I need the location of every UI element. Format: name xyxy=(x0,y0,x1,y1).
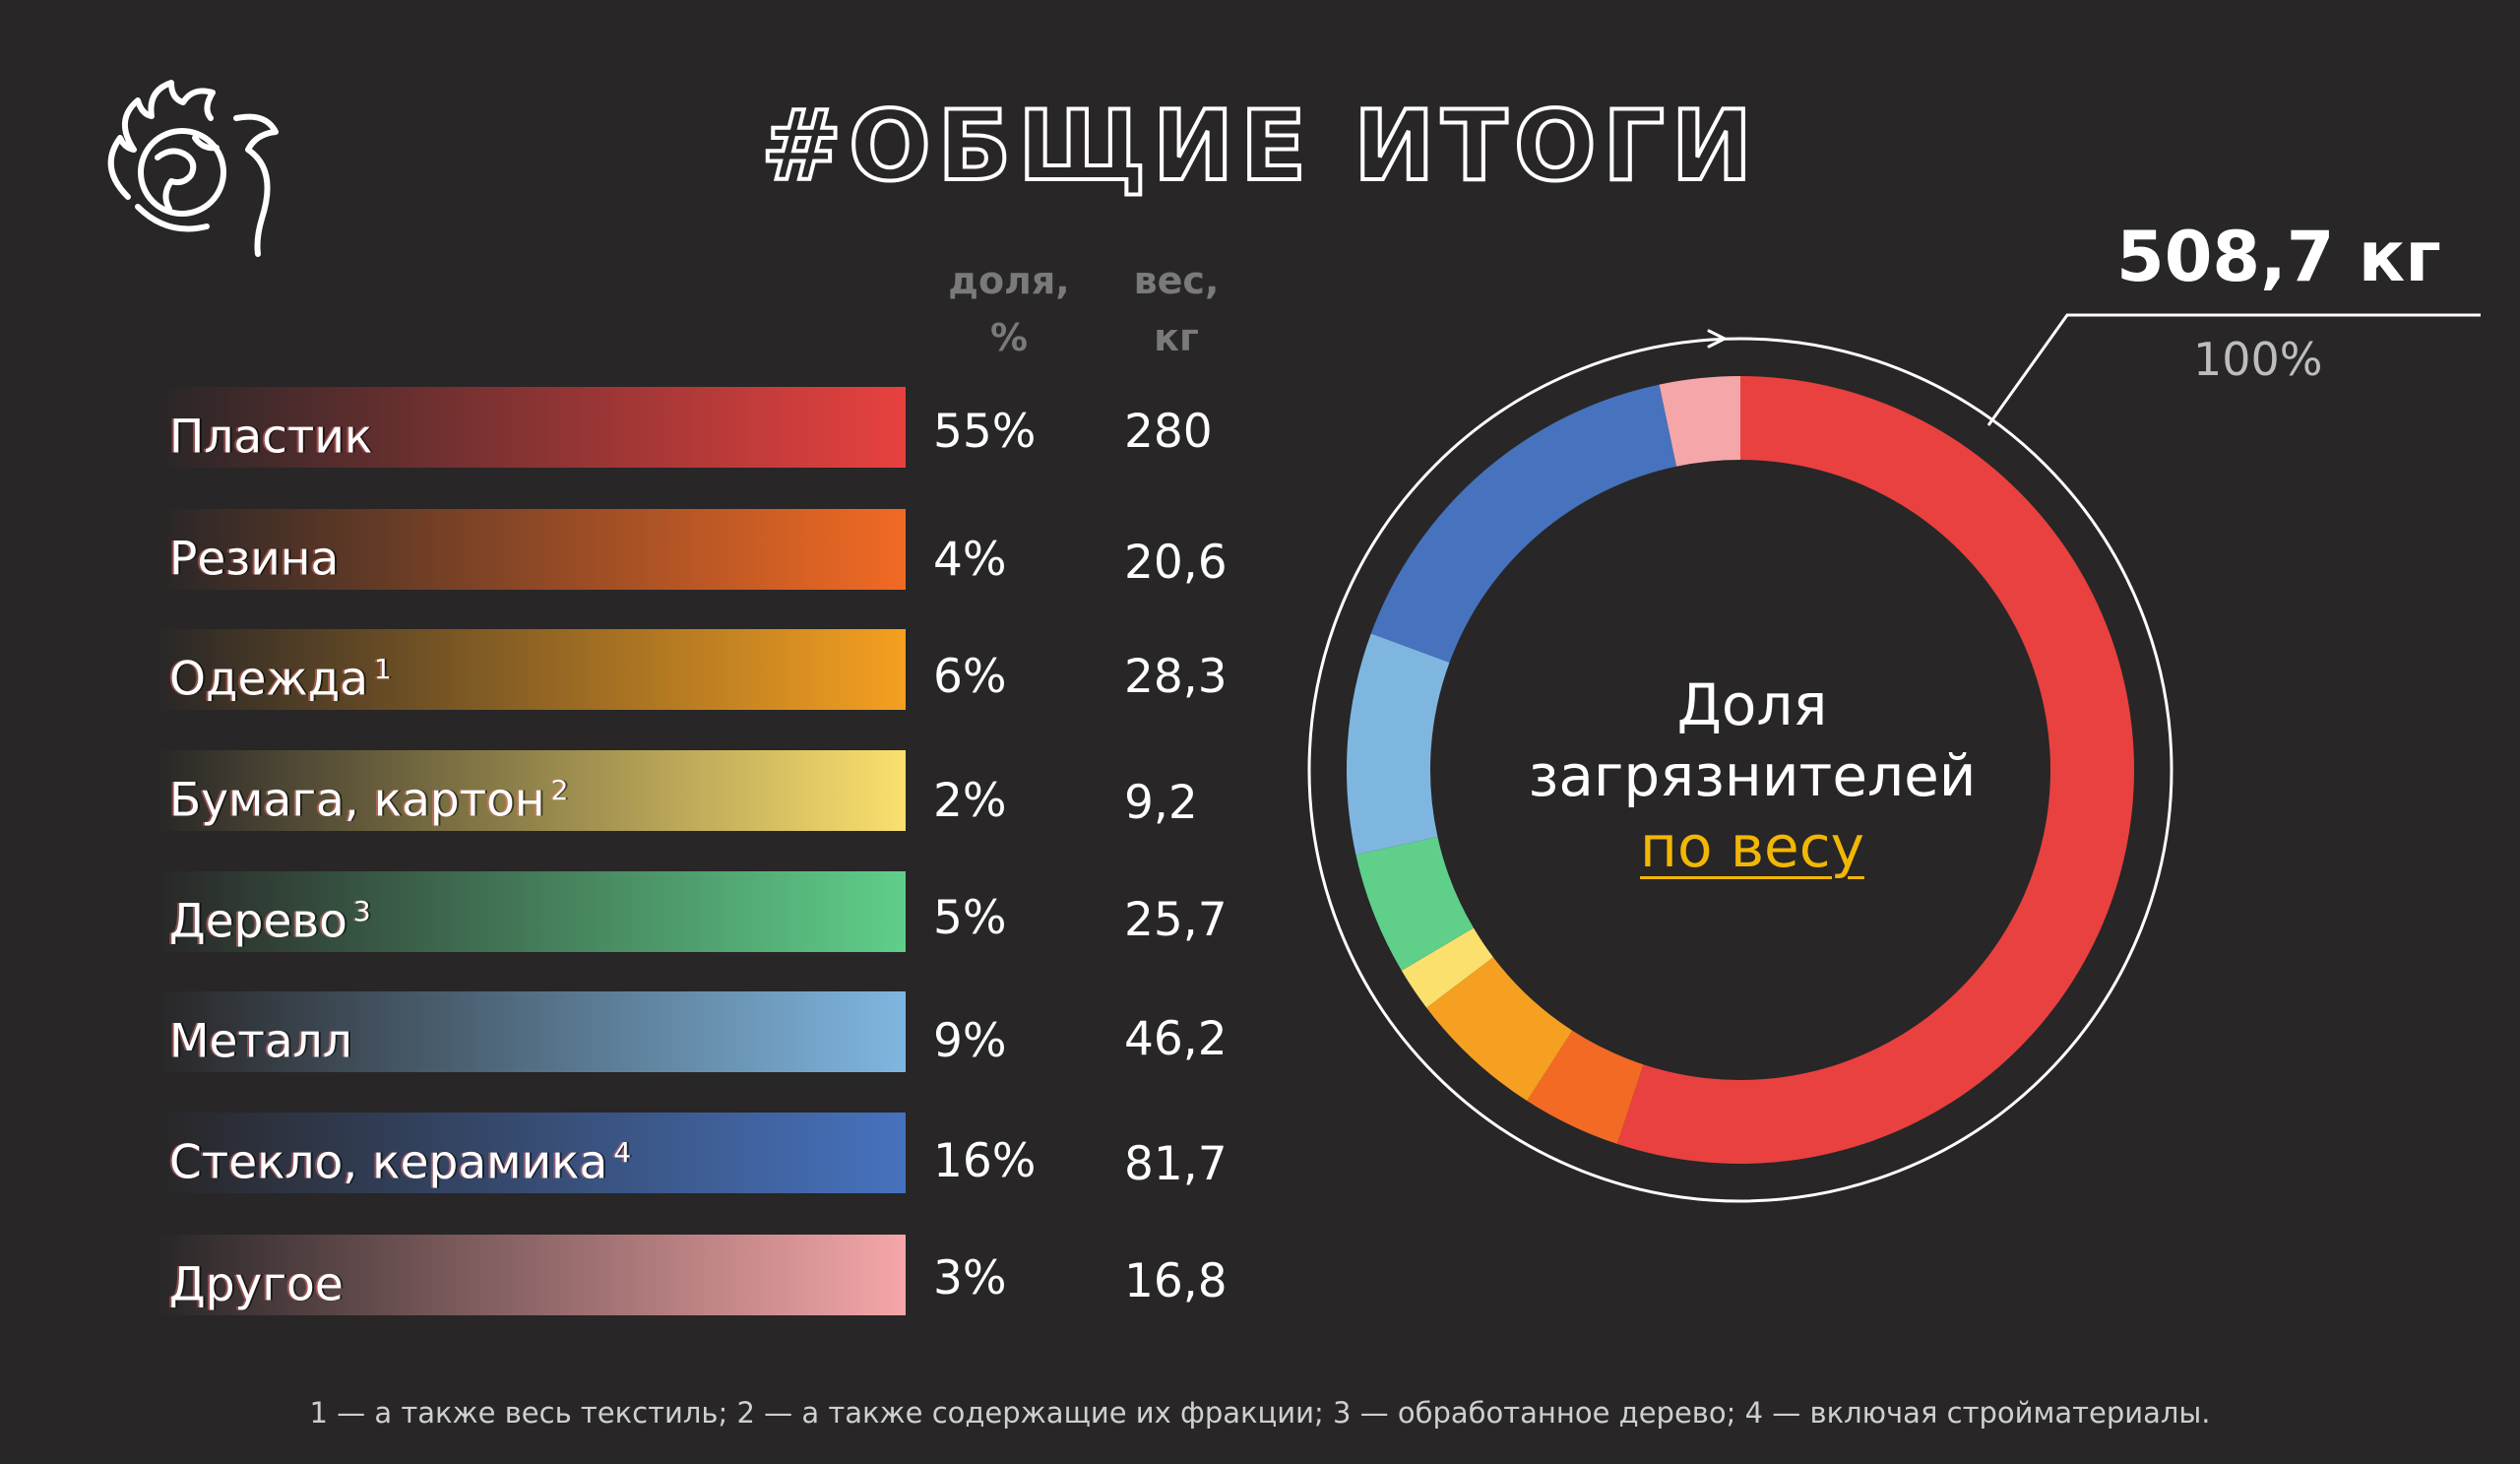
donut-slice-5 xyxy=(1355,836,1474,971)
weight-paper: 9,2 xyxy=(1124,776,1198,830)
hand-globe-logo-icon xyxy=(107,80,279,257)
pct-glass: 16% xyxy=(933,1134,1037,1188)
weight-header-line2: кг xyxy=(1154,316,1199,359)
weight-metal: 46,2 xyxy=(1124,1012,1228,1066)
donut-slice-2 xyxy=(1527,1030,1644,1144)
bar-label-metal: Металл xyxy=(169,1014,352,1069)
share-header-line2: % xyxy=(989,316,1029,359)
bar-rubber: Резина xyxy=(156,509,906,590)
weight-header-line1: вес, xyxy=(1133,259,1220,302)
pct-rubber: 4% xyxy=(933,533,1007,587)
donut-slice-4 xyxy=(1401,927,1493,1008)
total-callout-line xyxy=(1986,313,2481,426)
pct-paper: 2% xyxy=(933,774,1007,828)
footnote: 1 — а также весь текстиль; 2 — а также с… xyxy=(309,1396,2211,1430)
bar-label-paper: Бумага, картон 2 xyxy=(169,773,569,828)
donut-slice-3 xyxy=(1426,957,1573,1102)
outer-ring-arrow-icon xyxy=(1707,329,1727,349)
donut-chart xyxy=(1307,329,2174,1203)
share-column-header: доля, % xyxy=(945,252,1073,366)
weight-other: 16,8 xyxy=(1124,1254,1228,1308)
bar-glass: Стекло, керамика 4 xyxy=(156,1113,906,1193)
pct-clothes: 6% xyxy=(933,650,1007,704)
pct-plastic: 55% xyxy=(933,405,1037,459)
donut-slice-7 xyxy=(1370,384,1677,663)
bar-metal: Металл xyxy=(156,991,906,1072)
weight-clothes: 28,3 xyxy=(1124,650,1228,704)
page-title: #ОБЩИЕ ИТОГИ xyxy=(759,89,1759,205)
bar-label-glass: Стекло, керамика 4 xyxy=(169,1135,632,1190)
by-weight-link[interactable]: по весу xyxy=(1640,813,1864,880)
donut-slice-6 xyxy=(1347,633,1450,856)
donut-slice-8 xyxy=(1659,376,1740,467)
weight-glass: 81,7 xyxy=(1124,1137,1228,1191)
donut-slice-1 xyxy=(1616,376,2134,1164)
weight-wood: 25,7 xyxy=(1124,893,1228,947)
bar-paper: Бумага, картон 2 xyxy=(156,750,906,831)
total-weight-value: 508,7 кг xyxy=(2116,217,2441,297)
pct-other: 3% xyxy=(933,1251,1007,1305)
weight-rubber: 20,6 xyxy=(1124,536,1228,590)
weight-plastic: 280 xyxy=(1124,405,1213,459)
pct-metal: 9% xyxy=(933,1014,1007,1068)
bar-label-other: Другое xyxy=(169,1257,344,1312)
bar-label-wood: Дерево 3 xyxy=(169,894,371,949)
weight-column-header: вес, кг xyxy=(1117,252,1235,366)
bar-label-rubber: Резина xyxy=(169,532,340,587)
bar-wood: Дерево 3 xyxy=(156,871,906,952)
share-header-line1: доля, xyxy=(948,259,1070,302)
donut-center-line2: загрязнителей xyxy=(1528,742,1977,809)
pct-wood: 5% xyxy=(933,891,1007,945)
donut-center-label: Доля загрязнителей по весу xyxy=(1408,669,2097,882)
outer-ring xyxy=(1307,337,2174,1203)
total-percent: 100% xyxy=(2193,333,2323,386)
bar-label-plastic: Пластик xyxy=(169,410,373,465)
bar-plastic: Пластик xyxy=(156,387,906,468)
bar-label-clothes: Одежда 1 xyxy=(169,652,392,707)
bar-clothes: Одежда 1 xyxy=(156,629,906,710)
bar-other: Другое xyxy=(156,1235,906,1315)
donut-center-line1: Доля xyxy=(1676,671,1828,738)
